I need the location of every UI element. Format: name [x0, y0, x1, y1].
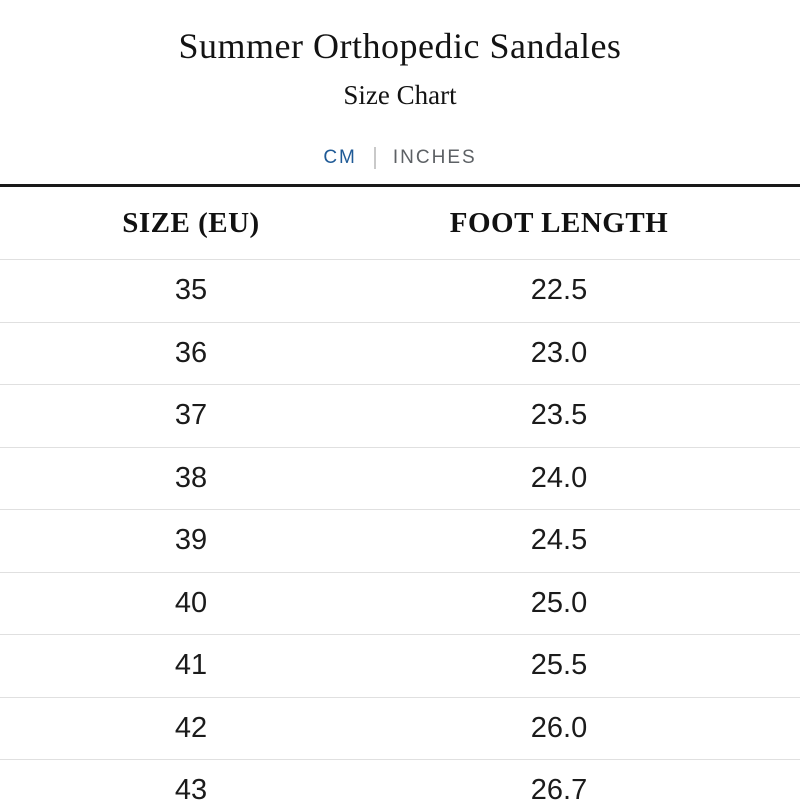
size-eu-cell: 43 — [174, 774, 208, 800]
table-row: 43 26.7 — [0, 760, 800, 800]
table-row: 36 23.0 — [0, 323, 800, 385]
foot-length-cell: 26.7 — [530, 774, 588, 800]
size-eu-cell: 42 — [174, 711, 208, 744]
size-eu-cell: 41 — [174, 649, 208, 682]
size-eu-cell: 40 — [174, 586, 208, 619]
tab-inches[interactable]: INCHES — [392, 147, 477, 168]
table-row: 35 22.5 — [0, 260, 800, 323]
table-header-row: SIZE (EU) FOOT LENGTH — [0, 187, 800, 260]
foot-length-cell: 25.0 — [530, 586, 588, 619]
table-row: 39 24.5 — [0, 510, 800, 573]
foot-length-cell: 25.5 — [530, 649, 588, 682]
foot-length-cell: 26.0 — [530, 711, 588, 744]
tab-divider — [373, 147, 376, 169]
size-eu-cell: 39 — [174, 524, 208, 557]
size-eu-cell: 37 — [174, 399, 208, 432]
tab-cm[interactable]: CM — [323, 147, 357, 168]
size-eu-cell: 38 — [174, 461, 208, 494]
page-subtitle: Size Chart — [343, 80, 457, 110]
column-header-size-eu: SIZE (EU) — [122, 206, 260, 239]
table-row: 37 23.5 — [0, 385, 800, 448]
page-title: Summer Orthopedic Sandales — [178, 26, 622, 66]
table-body: 35 22.5 36 23.0 37 23.5 38 24.0 39 24.5 … — [0, 260, 800, 800]
foot-length-cell: 23.0 — [530, 336, 588, 369]
foot-length-cell: 24.5 — [530, 524, 588, 557]
foot-length-cell: 22.5 — [530, 274, 588, 307]
unit-tabs: CM INCHES — [0, 146, 800, 170]
column-header-foot-length: FOOT LENGTH — [449, 206, 669, 239]
foot-length-cell: 23.5 — [530, 399, 588, 432]
size-chart-table: SIZE (EU) FOOT LENGTH 35 22.5 36 23.0 37… — [0, 184, 800, 800]
size-eu-cell: 35 — [174, 274, 208, 307]
table-row: 41 25.5 — [0, 635, 800, 698]
size-eu-cell: 36 — [174, 336, 208, 369]
table-row: 40 25.0 — [0, 573, 800, 635]
table-row: 38 24.0 — [0, 448, 800, 510]
table-row: 42 26.0 — [0, 698, 800, 760]
size-chart-header: Summer Orthopedic Sandales Size Chart — [0, 0, 800, 112]
foot-length-cell: 24.0 — [530, 461, 588, 494]
